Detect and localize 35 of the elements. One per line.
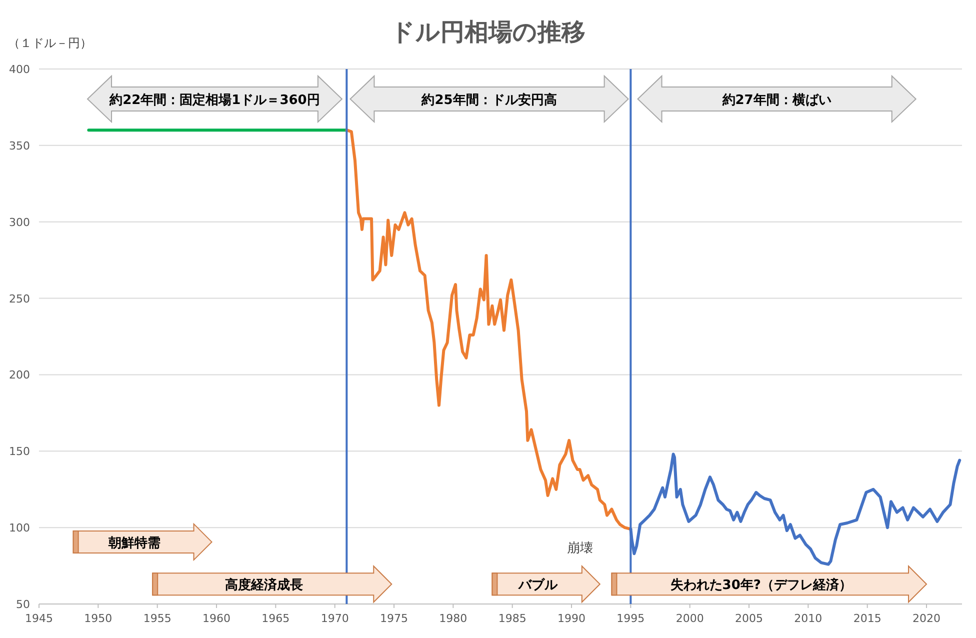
- x-tick-label: 2000: [676, 612, 704, 625]
- annotation: バブル: [518, 577, 559, 594]
- x-tick-label: 1995: [616, 612, 645, 625]
- y-tick-label: 150: [9, 445, 30, 458]
- x-tick-label: 1980: [439, 612, 468, 625]
- x-tick-label: 2010: [794, 612, 822, 625]
- x-tick-label: 1975: [380, 612, 408, 625]
- annotation: 失われた30年?（デフレ経済）: [670, 577, 852, 594]
- annotation: 約27年間：横ばい: [721, 92, 832, 108]
- annotation: 高度経済成長: [225, 577, 304, 594]
- y-tick-label: 250: [9, 292, 30, 306]
- x-tick-label: 1965: [262, 612, 290, 625]
- line-series: [345, 128, 632, 531]
- annotation: 約25年間：ドル安円高: [420, 92, 557, 108]
- y-tick-label: 200: [9, 368, 30, 382]
- x-tick-label: 1950: [84, 612, 112, 625]
- y-tick-label: 300: [9, 216, 30, 229]
- chart-title: ドル円相場の推移: [390, 18, 586, 46]
- y-axis-title: （１ドル－円）: [8, 36, 92, 50]
- annotation: 約22年間：固定相場1ドル＝360円: [108, 92, 320, 108]
- y-tick-label: 50: [16, 598, 30, 611]
- y-tick-label: 350: [9, 139, 30, 152]
- x-tick-label: 1955: [143, 612, 172, 625]
- x-tick-label: 2005: [735, 612, 763, 625]
- x-tick-label: 1970: [320, 612, 349, 625]
- x-tick-label: 2020: [912, 612, 940, 625]
- x-tick-label: 2015: [853, 612, 882, 625]
- x-tick-label: 1960: [202, 612, 230, 625]
- annotation: 崩壊: [566, 541, 593, 556]
- x-tick-label: 1985: [498, 612, 526, 625]
- y-tick-label: 400: [9, 63, 30, 76]
- x-tick-label: 1945: [25, 612, 53, 625]
- annotation: 朝鮮特需: [108, 536, 161, 551]
- x-tick-label: 1990: [558, 612, 586, 625]
- y-tick-label: 100: [9, 522, 30, 535]
